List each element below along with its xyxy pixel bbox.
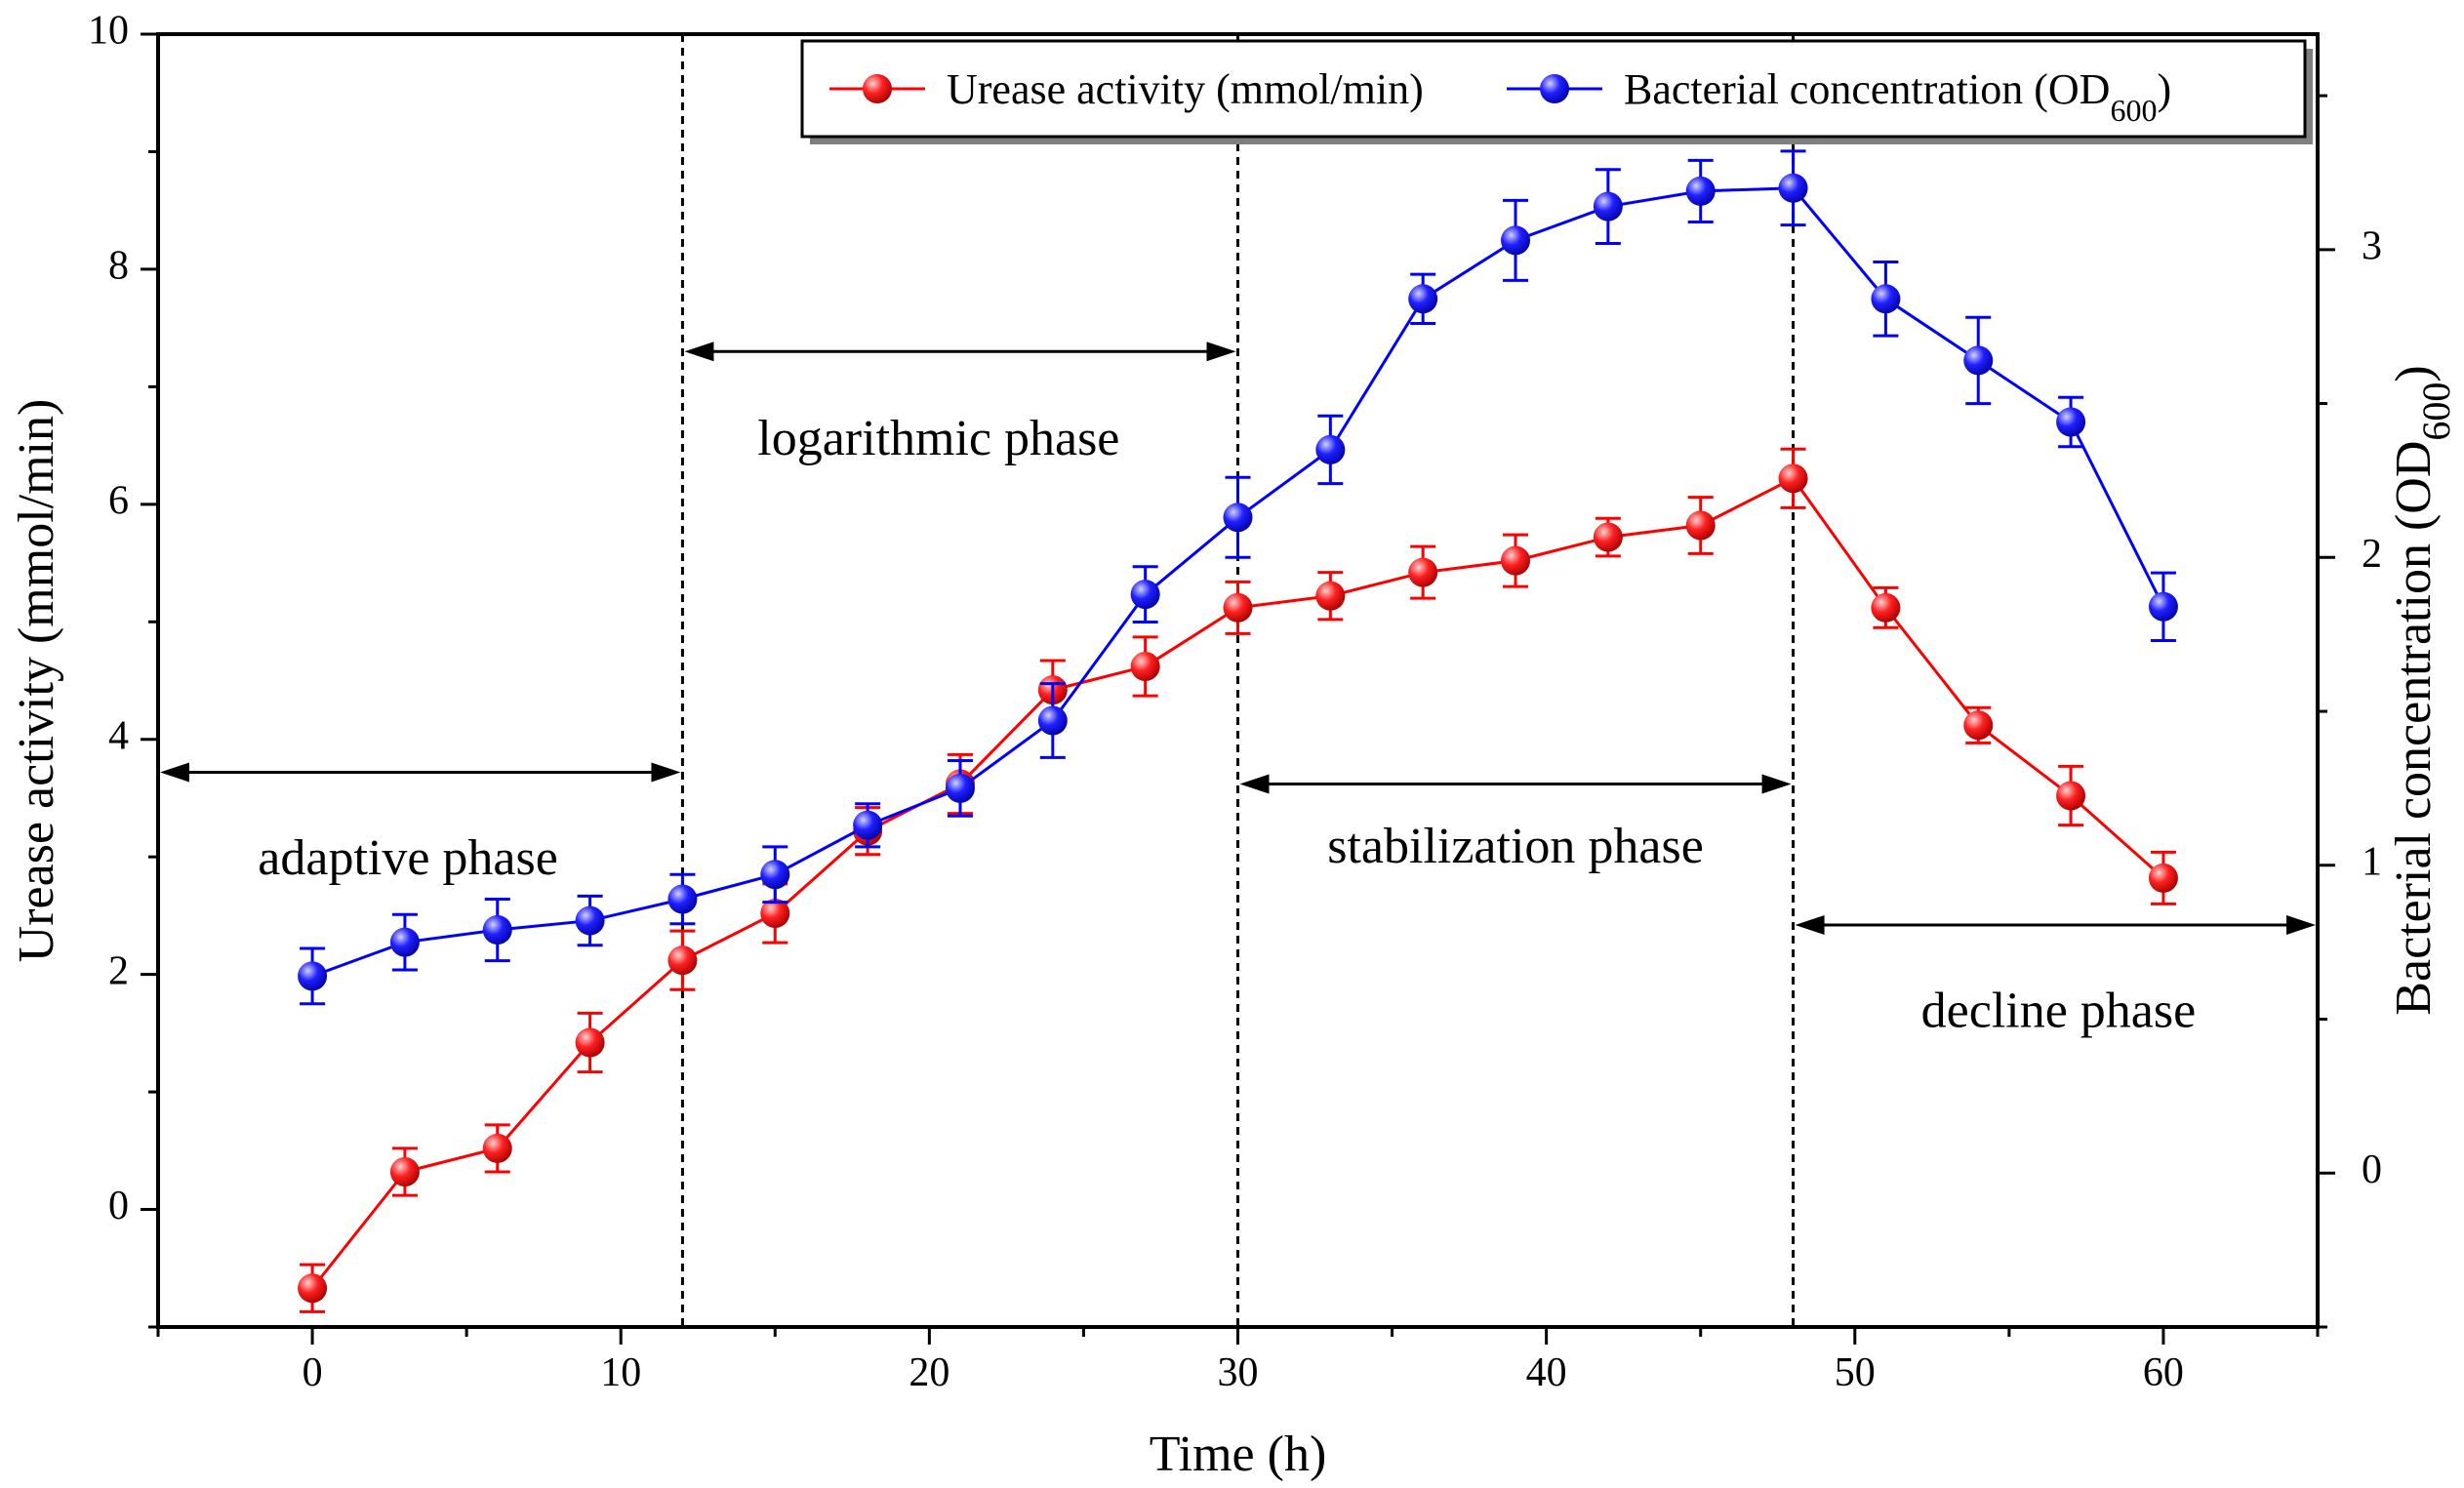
data-point — [1963, 710, 1994, 741]
arrow-head — [1239, 774, 1270, 794]
data-point — [2056, 407, 2086, 437]
data-point — [389, 1157, 420, 1186]
data-point — [1408, 284, 1438, 314]
arrow-head — [1206, 342, 1236, 362]
y2-tick-label: 1 — [2362, 839, 2382, 884]
data-point — [1593, 522, 1623, 552]
y2-axis-title: Bacterial concentration (OD600) — [2386, 365, 2458, 1015]
arrow-head — [1761, 774, 1792, 794]
x-tick-label: 30 — [1218, 1350, 1259, 1395]
y-tick-label: 8 — [108, 244, 129, 289]
y-tick-label: 0 — [108, 1184, 129, 1228]
y2-axis-title-subscript: 600 — [2414, 382, 2458, 441]
data-point — [1130, 580, 1160, 610]
legend-label-subscript: 600 — [2110, 93, 2157, 128]
legend-marker — [863, 74, 892, 103]
data-point — [1130, 652, 1160, 682]
data-point — [945, 773, 975, 803]
legend-label-main: Bacterial concentration (OD — [1624, 65, 2110, 113]
data-point — [1685, 510, 1716, 541]
y2-axis-title-end: ) — [2386, 365, 2442, 382]
data-point — [1501, 225, 1531, 256]
legend-entry-urease: Urease activity (mmol/min) — [829, 65, 1424, 113]
arrow-head — [160, 762, 189, 783]
legend-label: Urease activity (mmol/min) — [947, 65, 1424, 113]
data-point — [1315, 434, 1346, 464]
data-point — [482, 915, 512, 945]
x-tick-label: 60 — [2143, 1350, 2184, 1395]
legend-label-end: ) — [2157, 65, 2171, 113]
data-point — [2148, 591, 2178, 622]
data-point — [1223, 592, 1253, 623]
y-tick-label: 2 — [108, 948, 129, 993]
x-axis-title: Time (h) — [1150, 1427, 1327, 1482]
data-point — [1315, 581, 1346, 611]
data-point — [1871, 592, 1901, 623]
y2-axis-title-main: Bacterial concentration (OD — [2386, 441, 2442, 1016]
arrow-head — [1795, 915, 1825, 936]
data-point — [1778, 463, 1808, 494]
phase-annotation: logarithmic phase — [684, 342, 1236, 466]
x-tick-label: 50 — [1835, 1350, 1876, 1395]
data-point — [1963, 345, 1994, 376]
phase-label: logarithmic phase — [757, 411, 1119, 466]
legend-marker — [1540, 74, 1569, 103]
series-bacterial-concentration — [298, 149, 2178, 1006]
data-point — [2056, 781, 2086, 811]
phase-label: adaptive phase — [258, 830, 558, 886]
arrow-head — [651, 762, 681, 783]
data-point — [298, 961, 328, 991]
data-point — [1408, 557, 1438, 587]
phase-annotation: stabilization phase — [1239, 774, 1792, 874]
data-point — [853, 810, 883, 840]
data-point — [575, 905, 605, 936]
legend-entry-bacterial: Bacterial concentration (OD600) — [1507, 65, 2171, 128]
phase-annotation: adaptive phase — [160, 762, 681, 886]
data-point — [1871, 284, 1901, 314]
data-point — [1037, 705, 1068, 736]
data-point — [760, 899, 790, 928]
y2-tick-label: 3 — [2362, 223, 2382, 268]
legend-label: Bacterial concentration (OD600) — [1624, 65, 2171, 128]
data-point — [1778, 173, 1808, 203]
data-point — [575, 1027, 605, 1058]
y-tick-label: 6 — [108, 478, 129, 523]
data-point — [1593, 191, 1623, 221]
y-tick-label: 10 — [88, 9, 129, 54]
x-tick-label: 20 — [909, 1350, 949, 1395]
data-point — [667, 884, 698, 914]
phase-annotation: decline phase — [1795, 915, 2316, 1039]
x-tick-label: 40 — [1526, 1350, 1567, 1395]
x-tick-label: 0 — [303, 1350, 323, 1395]
phase-label: decline phase — [1921, 984, 2197, 1039]
y-tick-label: 4 — [108, 713, 129, 758]
data-point — [298, 1273, 328, 1304]
data-point — [1685, 176, 1716, 206]
data-point — [2148, 863, 2178, 893]
y2-tick-label: 2 — [2362, 532, 2382, 577]
y-axis-title: Urease activity (mmol/min) — [9, 399, 64, 963]
data-point — [389, 927, 420, 957]
data-point — [482, 1133, 512, 1163]
data-point — [1223, 503, 1253, 533]
data-point — [667, 945, 698, 976]
phase-label: stabilization phase — [1327, 819, 1704, 874]
arrow-head — [2286, 915, 2316, 936]
data-point — [760, 860, 790, 890]
y2-tick-label: 0 — [2362, 1147, 2382, 1192]
x-tick-label: 10 — [600, 1350, 641, 1395]
data-point — [1501, 545, 1531, 576]
arrow-head — [684, 342, 714, 362]
